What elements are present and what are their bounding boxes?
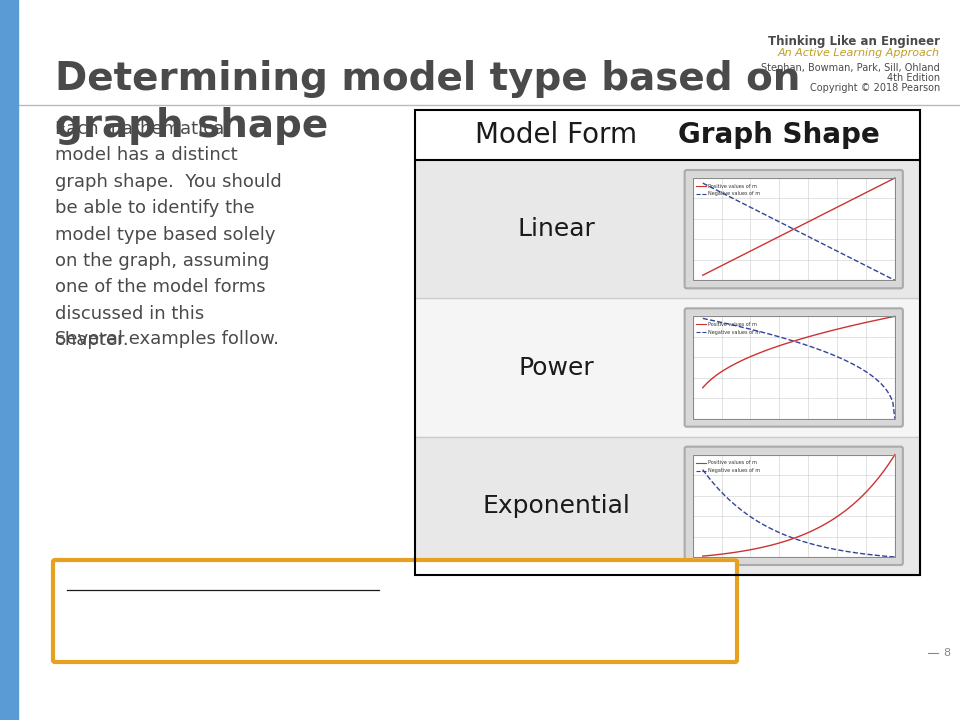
FancyBboxPatch shape bbox=[684, 308, 902, 427]
Bar bbox=[415, 436, 920, 575]
FancyBboxPatch shape bbox=[684, 170, 902, 288]
Bar bbox=[693, 316, 895, 418]
FancyBboxPatch shape bbox=[684, 446, 902, 565]
Bar bbox=[693, 178, 895, 280]
Text: Each mathematical
model has a distinct
graph shape.  You should
be able to ident: Each mathematical model has a distinct g… bbox=[55, 120, 281, 349]
Text: Negative values of m: Negative values of m bbox=[708, 468, 759, 473]
Bar bbox=[415, 110, 920, 575]
Text: Power: Power bbox=[518, 356, 594, 379]
Text: Graph Shape: Graph Shape bbox=[678, 121, 879, 149]
Text: Exponential: Exponential bbox=[483, 494, 631, 518]
Text: Several examples follow.: Several examples follow. bbox=[55, 330, 279, 348]
Text: Thinking Like an Engineer: Thinking Like an Engineer bbox=[768, 35, 940, 48]
Bar bbox=[415, 110, 920, 160]
Text: 4th Edition: 4th Edition bbox=[887, 73, 940, 83]
Text: An Active Learning Approach: An Active Learning Approach bbox=[778, 48, 940, 58]
Bar bbox=[693, 454, 895, 557]
Text: Determining model type based on
graph shape: Determining model type based on graph sh… bbox=[55, 60, 801, 145]
Text: Positive values of m: Positive values of m bbox=[708, 322, 756, 327]
Bar bbox=[415, 160, 920, 298]
Bar bbox=[415, 298, 920, 436]
Bar bbox=[693, 454, 895, 557]
Bar bbox=[693, 178, 895, 280]
Text: Positive values of m: Positive values of m bbox=[708, 460, 756, 465]
Text: expression using the choices listed below.: expression using the choices listed belo… bbox=[67, 614, 496, 632]
Text: For the following fictional expressions, determine the type of: For the following fictional expressions,… bbox=[67, 593, 692, 611]
Text: Copyright © 2018 Pearson: Copyright © 2018 Pearson bbox=[809, 83, 940, 93]
Bar bbox=[693, 316, 895, 418]
Text: Stephan, Bowman, Park, Sill, Ohland: Stephan, Bowman, Park, Sill, Ohland bbox=[761, 63, 940, 73]
Text: Linear: Linear bbox=[517, 217, 595, 241]
Text: Positive values of m: Positive values of m bbox=[708, 184, 756, 189]
Bar bbox=[0, 0, 18, 720]
Text: Negative values of m: Negative values of m bbox=[708, 330, 759, 335]
Bar bbox=[415, 110, 920, 575]
FancyBboxPatch shape bbox=[53, 560, 737, 662]
Text: Questions of this type will have instructions: Questions of this type will have instruc… bbox=[67, 576, 514, 594]
Text: Model Form: Model Form bbox=[475, 121, 637, 149]
Text: Negative values of m: Negative values of m bbox=[708, 192, 759, 197]
Text: 8: 8 bbox=[943, 648, 950, 658]
